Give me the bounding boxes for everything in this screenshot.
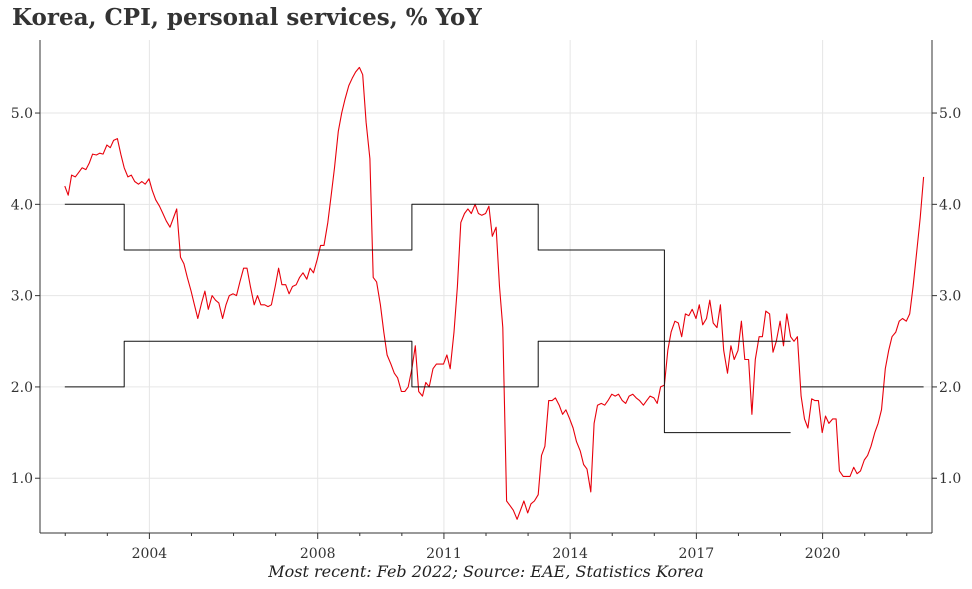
gridlines xyxy=(40,40,932,533)
y-tick-label-left: 1.0 xyxy=(11,471,33,487)
y-tick-label-right: 1.0 xyxy=(939,471,961,487)
target-band-line xyxy=(64,340,791,388)
axes: 1.0 1.0 2.0 2.0 3.0 3.0 4.0 4.0 5.0 5.0 2004 2008 20… xyxy=(11,40,961,560)
y-tick-label-left: 2.0 xyxy=(11,380,33,396)
y-tick-label-right: 2.0 xyxy=(939,380,961,396)
target-band-line xyxy=(64,203,791,434)
y-tick-label-left: 4.0 xyxy=(11,197,33,213)
x-tick-label: 2008 xyxy=(300,546,336,560)
y-tick-label-right: 3.0 xyxy=(939,289,961,305)
line-chart: 1.0 1.0 2.0 2.0 3.0 3.0 4.0 4.0 5.0 5.0 2004 2008 20… xyxy=(11,40,961,560)
y-tick-label-right: 4.0 xyxy=(939,197,961,213)
chart-caption: Most recent: Feb 2022; Source: EAE, Stat… xyxy=(268,562,704,581)
cpi-series-line xyxy=(64,66,925,520)
series-layer xyxy=(64,66,925,520)
x-tick-label: 2011 xyxy=(426,546,462,560)
y-tick-label-right: 5.0 xyxy=(939,106,961,122)
x-tick-label: 2017 xyxy=(679,546,715,560)
y-tick-label-left: 5.0 xyxy=(11,106,33,122)
x-tick-label: 2020 xyxy=(805,546,841,560)
x-tick-label: 2014 xyxy=(552,546,588,560)
chart-title: Korea, CPI, personal services, % YoY xyxy=(12,4,482,31)
y-tick-label-left: 3.0 xyxy=(11,289,33,305)
x-tick-label: 2004 xyxy=(132,546,168,560)
